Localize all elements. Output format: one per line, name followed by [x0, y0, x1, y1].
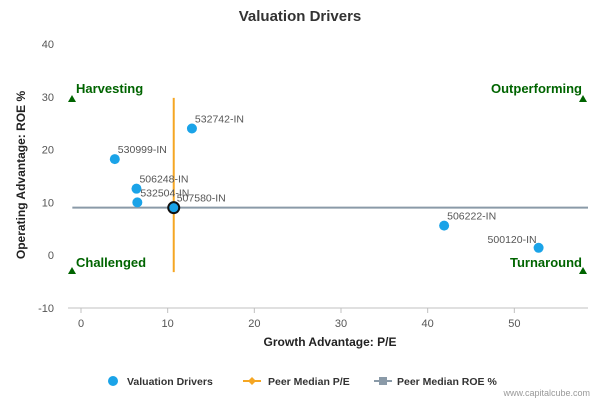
quadrant-marker-top-right	[579, 95, 587, 102]
point-label: 500120-IN	[488, 234, 537, 246]
data-point[interactable]: 506248-IN	[131, 174, 189, 194]
y-tick-label: -10	[38, 303, 54, 315]
y-tick-label: 20	[42, 145, 54, 157]
point-label: 506222-IN	[447, 211, 496, 223]
x-axis-title: Growth Advantage: P/E	[264, 335, 397, 349]
point-label: 530999-IN	[118, 144, 167, 156]
x-tick-label: 0	[78, 318, 84, 330]
quadrant-top-right-label: Outperforming	[491, 81, 582, 96]
point-marker	[132, 197, 143, 208]
legend-marker-peer-roe	[379, 377, 387, 385]
quadrant-marker-bottom-left	[68, 267, 76, 274]
peer-median-lines	[72, 97, 588, 273]
y-tick-label: 30	[42, 92, 54, 104]
quadrant-top-left-label: Harvesting	[76, 81, 143, 96]
point-marker	[533, 242, 544, 253]
legend-label-valuation-drivers: Valuation Drivers	[127, 376, 213, 388]
x-tick-label: 30	[335, 318, 347, 330]
data-point[interactable]: 507580-IN	[167, 193, 226, 215]
data-point[interactable]: 532742-IN	[186, 113, 244, 134]
y-tick-label: 0	[48, 250, 54, 262]
legend-item-valuation-drivers[interactable]: Valuation Drivers	[108, 376, 213, 388]
legend: Valuation Drivers Peer Median P/E Peer M…	[108, 376, 497, 388]
y-axis-title: Operating Advantage: ROE %	[14, 91, 28, 260]
legend-item-peer-median-roe[interactable]: Peer Median ROE %	[374, 376, 497, 388]
point-marker	[439, 220, 450, 231]
x-axis-ticks: 0 10 20 30 40 50	[78, 308, 520, 330]
point-label: 507580-IN	[177, 193, 226, 205]
quadrant-bottom-right-label: Turnaround	[510, 255, 582, 270]
y-axis-ticks: -10 0 10 20 30 40	[38, 39, 54, 315]
point-label: 532742-IN	[195, 113, 244, 125]
point-marker	[186, 123, 197, 134]
point-label: 506248-IN	[139, 174, 188, 186]
point-marker	[131, 183, 142, 194]
quadrant-bottom-left-label: Challenged	[76, 255, 146, 270]
quadrant-labels: Harvesting Outperforming Challenged Turn…	[68, 81, 587, 274]
point-label: 532504-IN	[140, 187, 189, 199]
x-tick-label: 50	[508, 318, 520, 330]
x-tick-label: 40	[422, 318, 434, 330]
data-point[interactable]: 532504-IN	[132, 187, 189, 208]
highlighted-point-marker	[167, 201, 181, 215]
legend-marker-peer-pe	[248, 377, 256, 385]
legend-label-peer-median-roe: Peer Median ROE %	[397, 376, 497, 388]
legend-item-peer-median-pe[interactable]: Peer Median P/E	[243, 376, 350, 388]
y-tick-label: 40	[42, 39, 54, 51]
quadrant-marker-bottom-right	[579, 267, 587, 274]
data-point[interactable]: 530999-IN	[109, 144, 167, 165]
x-tick-label: 10	[162, 318, 174, 330]
point-marker	[109, 154, 120, 165]
y-tick-label: 10	[42, 197, 54, 209]
data-points: 532742-IN 530999-IN 506248-IN532504-IN5075…	[109, 113, 544, 253]
data-point[interactable]: 500120-IN	[488, 234, 544, 253]
x-tick-label: 20	[248, 318, 260, 330]
data-point[interactable]: 506222-IN	[439, 211, 496, 231]
legend-marker-points	[108, 376, 118, 386]
legend-label-peer-median-pe: Peer Median P/E	[268, 376, 350, 388]
quadrant-marker-top-left	[68, 95, 76, 102]
credit-text[interactable]: www.capitalcube.com	[502, 388, 590, 398]
chart-title: Valuation Drivers	[239, 8, 362, 25]
